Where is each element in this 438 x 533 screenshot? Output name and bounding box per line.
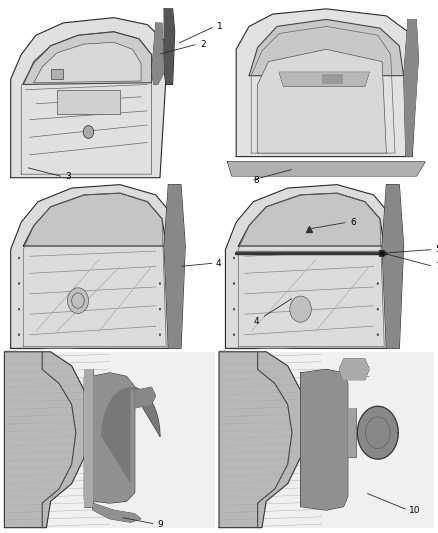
Polygon shape	[348, 408, 357, 457]
Circle shape	[67, 288, 88, 313]
Polygon shape	[23, 32, 152, 84]
Text: 10: 10	[409, 506, 420, 514]
Polygon shape	[11, 184, 177, 349]
Polygon shape	[300, 369, 348, 510]
Polygon shape	[339, 359, 369, 380]
Text: 4: 4	[216, 259, 222, 268]
Text: 9: 9	[157, 520, 163, 529]
Circle shape	[233, 282, 235, 285]
Polygon shape	[84, 369, 93, 506]
Text: 6: 6	[350, 217, 356, 227]
Circle shape	[377, 308, 379, 310]
Circle shape	[233, 334, 235, 336]
Text: 1: 1	[217, 22, 223, 31]
Polygon shape	[357, 406, 398, 459]
Circle shape	[290, 296, 311, 322]
Polygon shape	[236, 9, 417, 157]
Polygon shape	[219, 352, 305, 528]
Polygon shape	[101, 387, 160, 484]
Circle shape	[159, 282, 161, 285]
Circle shape	[18, 334, 20, 336]
Circle shape	[159, 308, 161, 310]
Polygon shape	[219, 352, 434, 528]
Polygon shape	[164, 9, 175, 84]
Circle shape	[18, 308, 20, 310]
Circle shape	[233, 308, 235, 310]
Polygon shape	[322, 74, 343, 84]
Circle shape	[159, 334, 161, 336]
Text: 8: 8	[253, 176, 259, 185]
Polygon shape	[93, 503, 141, 522]
Polygon shape	[135, 387, 156, 408]
Circle shape	[18, 282, 20, 285]
Polygon shape	[23, 193, 166, 246]
Polygon shape	[228, 162, 425, 176]
Circle shape	[83, 126, 94, 139]
Circle shape	[377, 282, 379, 285]
Polygon shape	[279, 72, 369, 86]
Polygon shape	[164, 184, 185, 349]
Polygon shape	[34, 42, 141, 83]
Text: 4: 4	[254, 318, 260, 326]
Circle shape	[233, 257, 235, 259]
Polygon shape	[152, 23, 164, 84]
Polygon shape	[4, 352, 88, 528]
Polygon shape	[51, 69, 63, 79]
Text: 5: 5	[435, 245, 438, 254]
Polygon shape	[11, 18, 166, 177]
Circle shape	[377, 334, 379, 336]
Polygon shape	[238, 193, 384, 246]
Polygon shape	[249, 19, 403, 76]
Polygon shape	[258, 50, 386, 153]
Circle shape	[18, 257, 20, 259]
Polygon shape	[84, 373, 135, 503]
Text: 7: 7	[435, 262, 438, 271]
Text: 2: 2	[200, 39, 205, 49]
Polygon shape	[226, 184, 395, 349]
Text: 3: 3	[65, 172, 71, 181]
Polygon shape	[4, 352, 215, 528]
Polygon shape	[403, 19, 419, 157]
Polygon shape	[382, 184, 403, 349]
Polygon shape	[57, 90, 120, 115]
